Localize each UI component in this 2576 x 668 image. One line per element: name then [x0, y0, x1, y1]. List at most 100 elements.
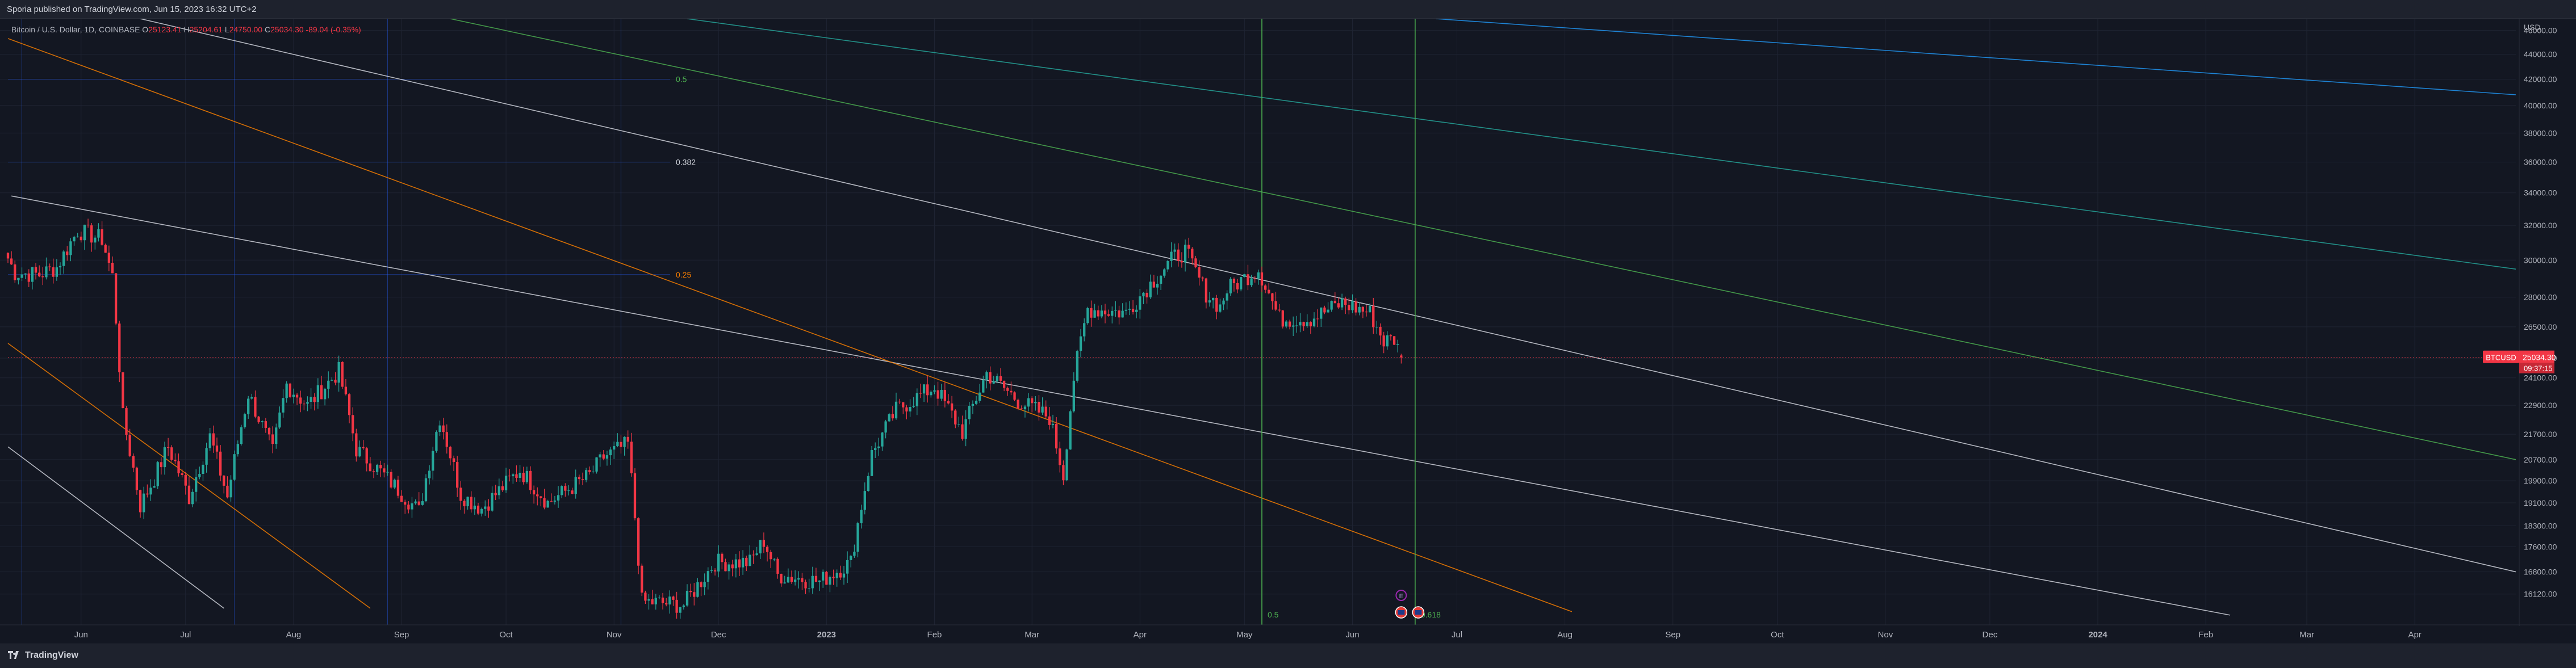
grid — [0, 19, 2516, 625]
candle — [122, 372, 124, 409]
candle-body — [954, 410, 957, 425]
candle-body — [1361, 306, 1365, 312]
y-tick-label: 44000.00 — [2524, 49, 2557, 58]
candle-body — [661, 597, 664, 603]
candle — [689, 583, 692, 597]
candle-body — [288, 383, 291, 397]
tradingview-logo[interactable]: TradingView — [8, 650, 78, 661]
candle — [703, 573, 706, 595]
candle — [1253, 276, 1256, 283]
orange-low-line[interactable] — [7, 343, 371, 609]
white-channel-mid-line[interactable] — [140, 19, 2516, 573]
candle-body — [372, 471, 375, 472]
candle — [783, 575, 786, 584]
x-tick-label: Mar — [2299, 630, 2314, 640]
flag-event-icon-inner — [1398, 610, 1405, 615]
y-tick-label: 19100.00 — [2524, 498, 2557, 507]
candle — [459, 481, 462, 510]
candle — [476, 502, 480, 515]
candle-body — [424, 478, 428, 502]
drawings — [7, 19, 2519, 625]
candle — [620, 435, 622, 454]
candle-body — [936, 390, 939, 399]
candle — [905, 405, 908, 419]
candle-body — [679, 607, 681, 613]
candle-body — [62, 251, 65, 266]
green-fan-line[interactable] — [450, 19, 2516, 460]
candle-body — [215, 446, 219, 452]
candle-body — [853, 552, 856, 556]
candle — [867, 472, 870, 492]
candle-body — [1051, 423, 1055, 425]
candle — [877, 438, 880, 456]
candle-body — [1038, 402, 1040, 413]
candle-body — [122, 372, 124, 409]
candle — [1079, 329, 1082, 358]
candle — [484, 500, 487, 516]
candle-body — [407, 505, 410, 510]
candle-body — [1340, 298, 1344, 308]
candle — [438, 420, 441, 436]
white-channel-low-line[interactable] — [7, 446, 224, 609]
candle — [1243, 274, 1246, 278]
candle-body — [822, 572, 825, 581]
teal-fan-line[interactable] — [687, 19, 2516, 270]
candle — [630, 432, 633, 477]
candle — [107, 245, 111, 271]
candle — [504, 467, 508, 493]
candle-body — [1312, 318, 1316, 326]
candle-body — [1205, 278, 1208, 303]
candle-body — [1128, 308, 1131, 310]
ticker-badge[interactable]: BTCUSD — [2486, 354, 2516, 362]
candle — [752, 550, 755, 564]
candle-body — [850, 556, 852, 560]
candle — [787, 568, 790, 583]
candle-body — [706, 571, 709, 582]
blue-fan-line[interactable] — [1436, 19, 2516, 95]
candle-body — [449, 447, 452, 459]
time-axis[interactable]: Jun Jul Aug Sep Oct Nov Dec 2023 Feb Mar Apr May Jun… — [0, 624, 2576, 640]
y-tick-label: 36000.00 — [2524, 158, 2557, 167]
candle — [766, 545, 769, 562]
white-channel-top-line[interactable] — [11, 195, 2231, 616]
candle-body — [930, 392, 932, 396]
candle — [1114, 301, 1117, 317]
candle-body — [497, 486, 500, 495]
candle — [1278, 304, 1281, 313]
candle — [1002, 380, 1006, 392]
candle — [215, 437, 219, 459]
candle — [285, 381, 288, 403]
candle-body — [829, 577, 831, 585]
candle-body — [842, 573, 846, 578]
candle-body — [107, 253, 111, 263]
candle-body — [518, 472, 521, 478]
candle-body — [1292, 325, 1295, 327]
earnings-event-icon[interactable] — [1395, 590, 1407, 601]
candle-body — [1344, 298, 1347, 305]
x-tick-label: Jul — [1452, 630, 1462, 640]
candle — [1320, 307, 1323, 327]
candle-body — [452, 458, 455, 463]
candle-body — [1236, 283, 1239, 289]
candle — [1337, 297, 1340, 309]
candle — [1159, 275, 1162, 290]
candle-body — [1386, 335, 1389, 347]
candle-body — [229, 480, 232, 498]
candle — [10, 251, 13, 265]
candle — [599, 451, 601, 467]
candle — [417, 492, 420, 506]
candle-body — [613, 446, 616, 450]
candle — [202, 461, 204, 481]
candle-body — [748, 554, 751, 566]
candle — [1306, 314, 1308, 328]
candle — [1166, 259, 1169, 272]
candle — [1020, 405, 1023, 410]
y-tick-label: 42000.00 — [2524, 75, 2557, 84]
candle-body — [584, 470, 588, 480]
candle — [874, 442, 877, 459]
orange-top-line[interactable] — [7, 38, 1573, 612]
candle — [829, 575, 831, 593]
symbol-name[interactable]: Bitcoin / U.S. Dollar, 1D, COINBASE — [11, 25, 140, 34]
